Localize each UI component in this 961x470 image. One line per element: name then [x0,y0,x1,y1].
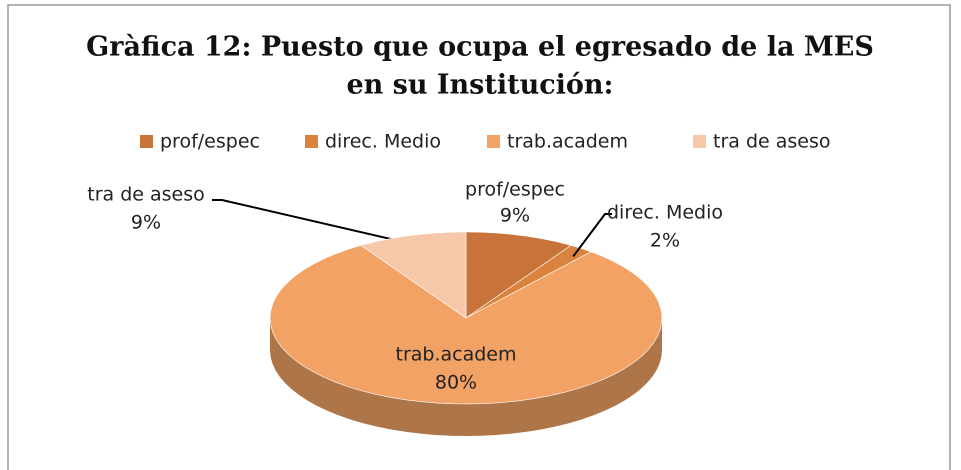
data-label: prof/espec [465,179,565,201]
legend-swatch [305,135,318,148]
legend-label: prof/espec [160,131,260,153]
pie-slice [360,231,467,319]
data-label: tra de aseso [87,184,205,206]
data-label: 9% [131,212,161,234]
legend-label: tra de aseso [713,131,831,153]
pie-slice [269,245,663,405]
legend-label: direc. Medio [325,131,441,153]
pie-side [270,318,662,436]
leader-line [572,213,612,258]
pie-slice [465,231,572,319]
leader-line [212,199,396,241]
chart-title: Gràfica 12: Puesto que ocupa el egresado… [86,32,874,63]
data-label: 2% [650,230,680,252]
legend-label: trab.academ [507,131,628,153]
pie-slice [465,245,592,319]
legend-swatch [693,135,706,148]
data-label: 9% [500,205,530,227]
legend-swatch [140,135,153,148]
chart-title: en su Institución: [346,70,613,101]
data-label: 80% [435,372,477,394]
data-label: direc. Medio [607,202,723,224]
legend-swatch [487,135,500,148]
data-label: trab.academ [396,344,517,366]
